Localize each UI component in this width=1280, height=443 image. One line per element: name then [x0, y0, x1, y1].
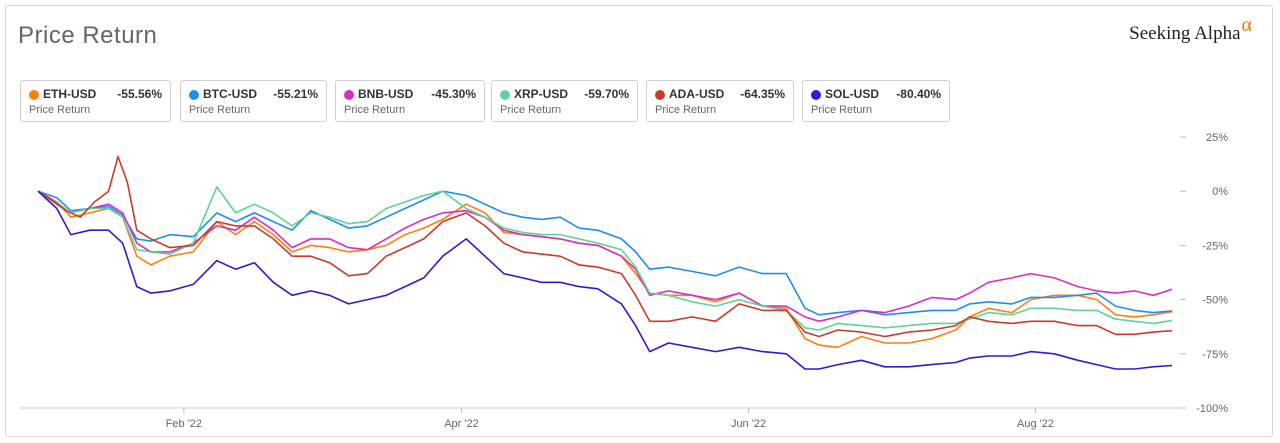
x-axis: Feb '22 Apr '22 Jun '22 Aug '22 — [20, 407, 1180, 430]
legend-name: ETH-USD — [43, 87, 97, 101]
legend-subtitle: Price Return — [811, 104, 873, 116]
legend-name: BTC-USD — [203, 87, 257, 101]
legend-value: -55.21% — [273, 87, 318, 101]
brand-logo[interactable]: Seeking Alphaα — [1129, 14, 1252, 45]
series-lines — [37, 155, 1173, 370]
legend-name: SOL-USD — [825, 87, 879, 101]
xrp-dot-icon — [500, 90, 510, 100]
y-tick-label: 25% — [1206, 132, 1228, 144]
series-line-ada-usd[interactable] — [37, 155, 1173, 338]
legend-item-sol[interactable]: SOL-USD -80.40% Price Return — [802, 80, 950, 122]
y-tick-label: -75% — [1202, 349, 1228, 361]
legend-item-bnb[interactable]: BNB-USD -45.30% Price Return — [335, 80, 485, 122]
x-tick-label: Feb '22 — [166, 418, 202, 430]
legend-value: -59.70% — [584, 87, 629, 101]
alpha-icon: α — [1241, 14, 1252, 36]
legend-item-eth[interactable]: ETH-USD -55.56% Price Return — [20, 80, 171, 122]
legend-item-xrp[interactable]: XRP-USD -59.70% Price Return — [491, 80, 638, 122]
legend-subtitle: Price Return — [189, 104, 251, 116]
series-line-sol-usd[interactable] — [37, 190, 1173, 370]
series-line-xrp-usd[interactable] — [37, 186, 1173, 331]
eth-dot-icon — [29, 90, 39, 100]
y-tick-label: 0% — [1212, 186, 1228, 198]
y-tick-label: -50% — [1202, 295, 1228, 307]
x-tick-label: Jun '22 — [731, 418, 766, 430]
x-tick-label: Apr '22 — [444, 418, 479, 430]
ada-dot-icon — [655, 90, 665, 100]
legend-name: XRP-USD — [514, 87, 569, 101]
legend-value: -45.30% — [431, 87, 476, 101]
series-line-bnb-usd[interactable] — [37, 190, 1173, 323]
series-line-btc-usd[interactable] — [37, 190, 1173, 316]
legend-value: -55.56% — [117, 87, 162, 101]
y-tick-label: -100% — [1196, 403, 1228, 415]
y-axis: 25% 0% -25% -50% -75% -100% — [1180, 132, 1228, 415]
legend-name: BNB-USD — [358, 87, 414, 101]
brand-name: Seeking Alpha — [1129, 23, 1241, 44]
page-title: Price Return — [18, 22, 158, 49]
legend-subtitle: Price Return — [344, 104, 406, 116]
legend-item-btc[interactable]: BTC-USD -55.21% Price Return — [180, 80, 327, 122]
sol-dot-icon — [811, 90, 821, 100]
legend-subtitle: Price Return — [500, 104, 562, 116]
legend-name: ADA-USD — [669, 87, 725, 101]
legend-subtitle: Price Return — [29, 104, 91, 116]
bnb-dot-icon — [344, 90, 354, 100]
legend-subtitle: Price Return — [655, 104, 717, 116]
legend-value: -64.35% — [740, 87, 785, 101]
y-tick-label: -25% — [1202, 240, 1228, 252]
legend-item-ada[interactable]: ADA-USD -64.35% Price Return — [646, 80, 794, 122]
legend-value: -80.40% — [896, 87, 941, 101]
x-tick-label: Aug '22 — [1017, 418, 1054, 430]
btc-dot-icon — [189, 90, 199, 100]
